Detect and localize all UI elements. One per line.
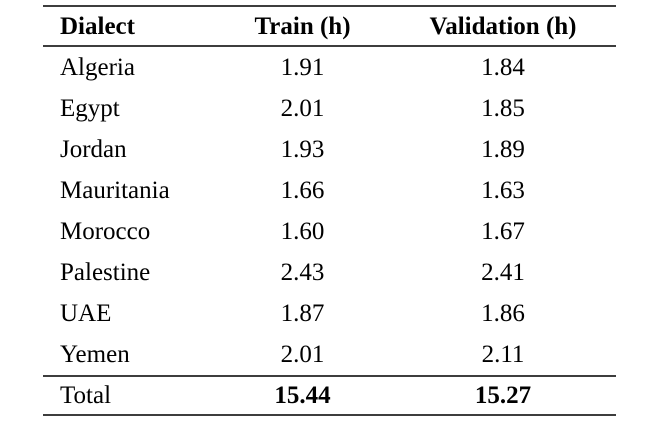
cell-dialect: Morocco: [60, 218, 151, 245]
cell-dialect: Jordan: [60, 136, 127, 163]
header-row: Dialect Train (h) Validation (h): [43, 6, 616, 47]
column-header-validation: Validation (h): [390, 6, 616, 47]
cell-validation: 1.89: [481, 136, 525, 163]
total-label: Total: [43, 375, 215, 415]
column-header-dialect: Dialect: [43, 6, 215, 47]
table-row: Palestine 2.43 2.41: [43, 252, 616, 293]
cell-dialect: UAE: [60, 300, 112, 327]
table-row: Yemen 2.01 2.11: [43, 334, 616, 376]
table-row: Mauritania 1.66 1.63: [43, 170, 616, 211]
cell-dialect: Palestine: [60, 259, 151, 286]
cell-dialect: Mauritania: [60, 177, 170, 204]
column-header-train: Train (h): [215, 6, 390, 47]
cell-train: 1.87: [280, 300, 325, 327]
cell-train: 2.43: [280, 259, 325, 286]
total-train: 15.44: [215, 375, 390, 415]
cell-train: 2.01: [280, 341, 325, 368]
total-validation: 15.27: [390, 375, 616, 415]
cell-train: 1.66: [280, 177, 325, 204]
cell-validation: 1.85: [481, 95, 525, 122]
cell-train: 1.93: [280, 136, 325, 163]
table-row: Algeria 1.91 1.84: [43, 46, 616, 88]
cell-validation: 1.67: [481, 218, 525, 245]
cell-validation: 1.86: [481, 300, 525, 327]
cell-train: 1.91: [280, 54, 325, 81]
total-row: Total 15.44 15.27: [43, 375, 616, 415]
table-row: Egypt 2.01 1.85: [43, 88, 616, 129]
cell-validation: 1.63: [481, 177, 525, 204]
cell-dialect: Algeria: [60, 54, 135, 81]
cell-dialect: Egypt: [60, 95, 120, 122]
cell-train: 2.01: [280, 95, 325, 122]
cell-train: 1.60: [280, 218, 325, 245]
table-row: Morocco 1.60 1.67: [43, 211, 616, 252]
table-row: UAE 1.87 1.86: [43, 293, 616, 334]
cell-dialect: Yemen: [60, 341, 130, 368]
cell-validation: 2.41: [481, 259, 525, 286]
dialect-hours-table: Dialect Train (h) Validation (h) Algeria…: [43, 5, 616, 416]
cell-validation: 1.84: [481, 54, 525, 81]
cell-validation: 2.11: [481, 341, 525, 368]
table-row: Jordan 1.93 1.89: [43, 129, 616, 170]
